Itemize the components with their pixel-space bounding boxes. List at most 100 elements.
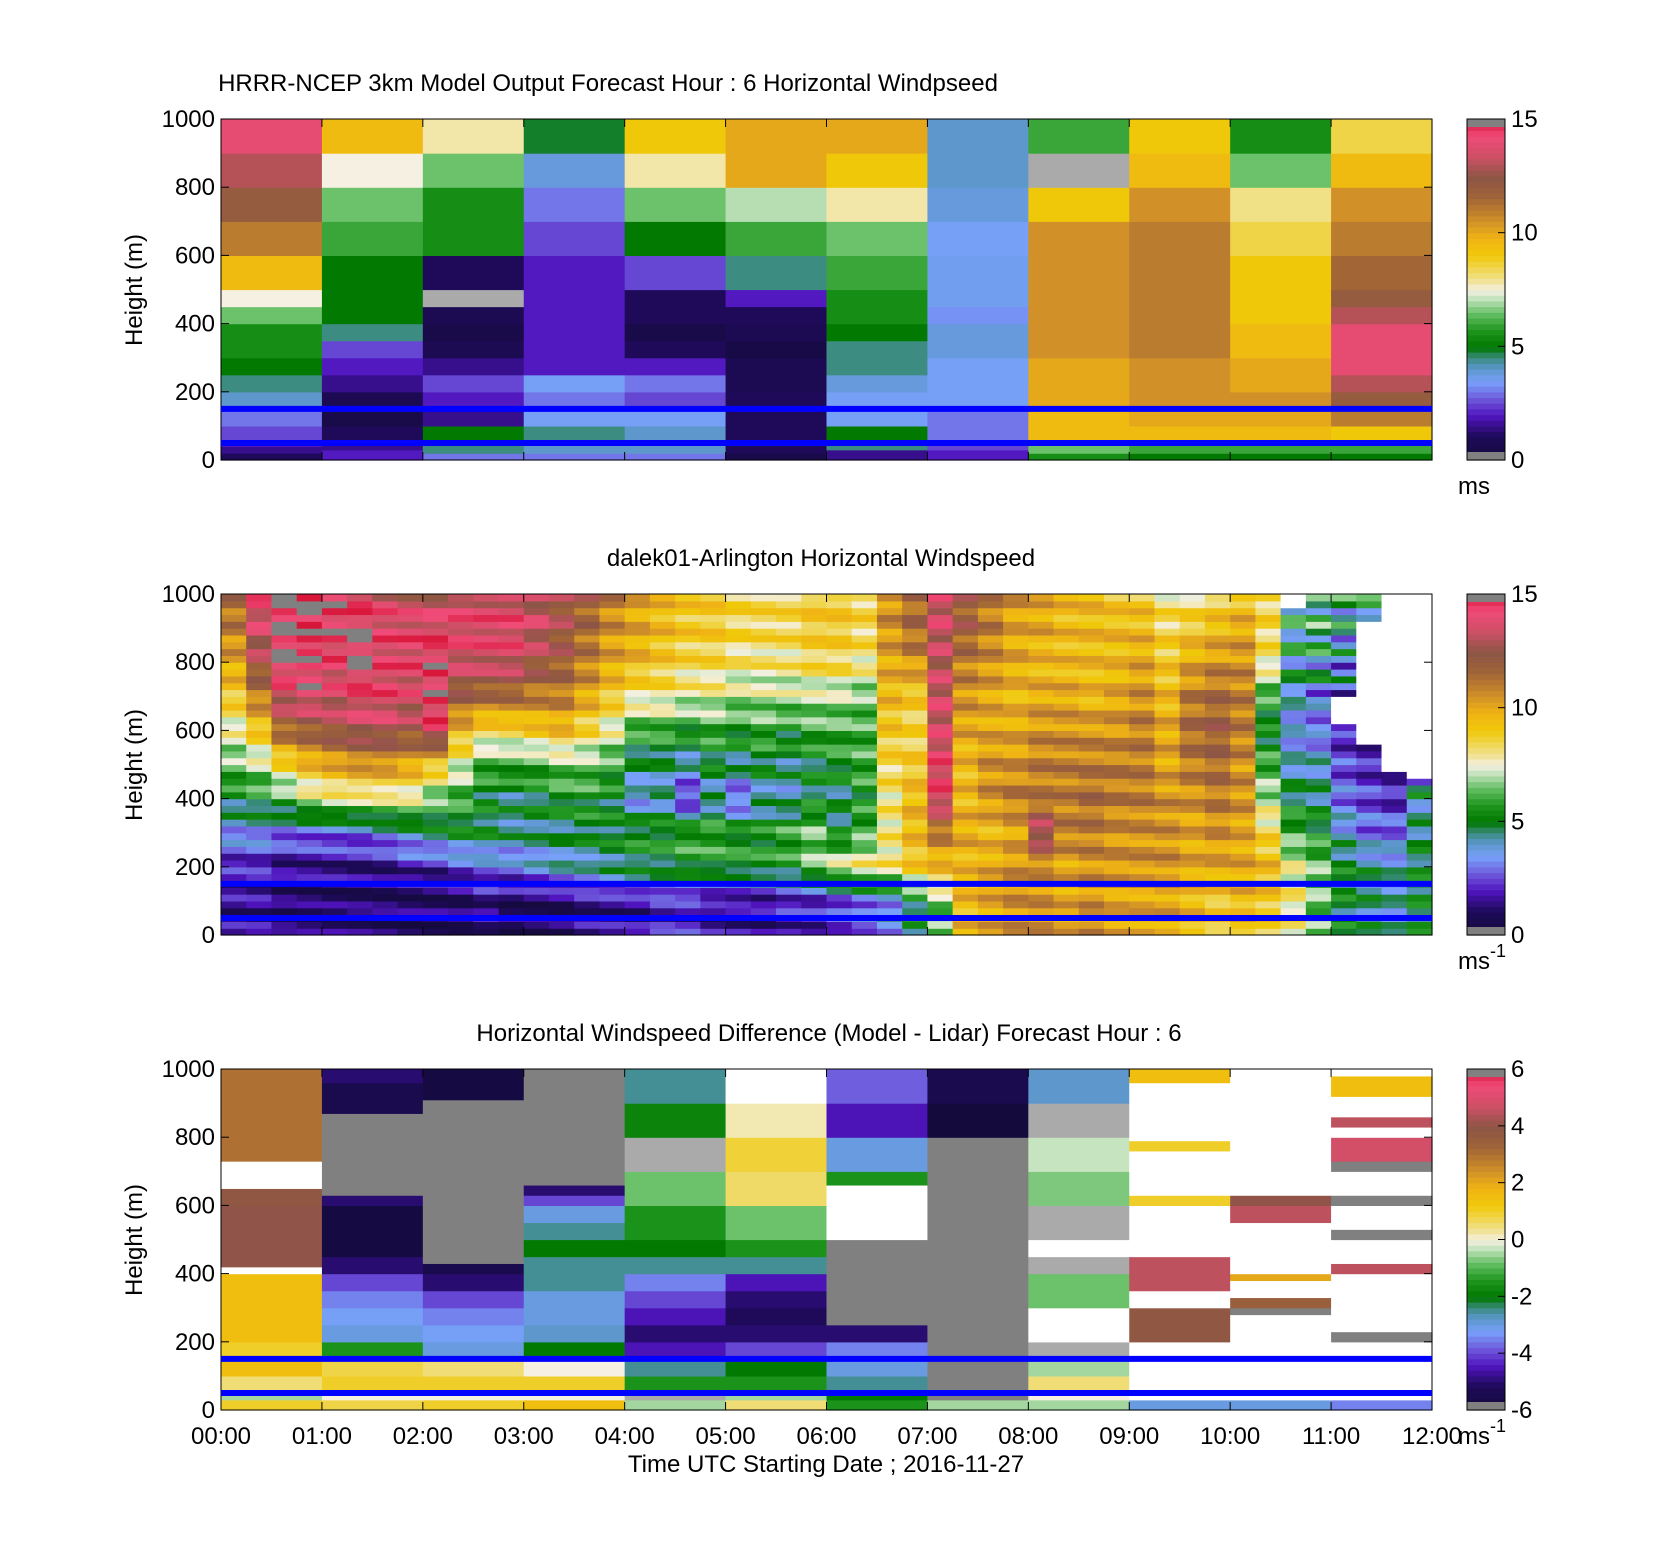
heatmap-cell xyxy=(1331,1239,1433,1264)
heatmap-cell xyxy=(347,791,373,800)
colorbar-segment xyxy=(1467,261,1505,268)
heatmap-cell xyxy=(1028,255,1130,291)
heatmap-cell xyxy=(1331,255,1433,291)
heatmap-cell xyxy=(448,771,474,779)
heatmap-cell xyxy=(776,873,802,882)
heatmap-cell xyxy=(473,928,500,936)
heatmap-cell xyxy=(1078,757,1105,766)
heatmap-cell xyxy=(1406,784,1433,793)
heatmap-cell xyxy=(1053,819,1080,827)
heatmap-cell xyxy=(1280,764,1307,772)
heatmap-cell xyxy=(1406,907,1433,916)
heatmap-cell xyxy=(523,846,550,854)
heatmap-cell xyxy=(221,655,247,663)
panel-difference: Horizontal Windspeed Difference (Model -… xyxy=(121,1020,1532,1478)
heatmap-cell xyxy=(422,289,525,308)
heatmap-cell xyxy=(725,873,752,882)
heatmap-cell xyxy=(1255,825,1282,834)
heatmap-cell xyxy=(321,832,348,841)
heatmap-cell xyxy=(246,648,273,656)
heatmap-cell xyxy=(422,744,449,752)
heatmap-cell xyxy=(902,675,929,684)
heatmap-cell xyxy=(221,819,247,827)
heatmap-cell xyxy=(1230,1205,1332,1224)
colorbar-segment xyxy=(1467,895,1505,902)
heatmap-cell xyxy=(397,737,424,745)
heatmap-cell xyxy=(397,750,424,759)
heatmap-cell xyxy=(1331,716,1357,725)
heatmap-cell xyxy=(952,825,979,834)
heatmap-cell xyxy=(801,641,828,650)
heatmap-cell xyxy=(776,771,802,779)
heatmap-cell xyxy=(1305,825,1332,834)
heatmap-cell xyxy=(1129,669,1156,677)
y-tick-label: 400 xyxy=(175,786,215,813)
colorbar-tick-label: 5 xyxy=(1511,808,1524,835)
colorbar-segment xyxy=(1467,719,1505,726)
heatmap-cell xyxy=(1230,1195,1332,1206)
heatmap-cell xyxy=(1179,594,1206,602)
heatmap-cell xyxy=(902,825,929,834)
heatmap-cell xyxy=(826,812,853,820)
heatmap-cell xyxy=(574,614,601,622)
heatmap-cell xyxy=(548,921,575,929)
heatmap-cell xyxy=(1129,1195,1231,1206)
heatmap-cell xyxy=(296,641,323,650)
heatmap-cell xyxy=(448,764,474,772)
heatmap-cell xyxy=(1154,771,1181,779)
heatmap-cell xyxy=(574,921,601,929)
heatmap-cell xyxy=(296,894,323,902)
heatmap-cell xyxy=(1381,894,1408,902)
heatmap-cell xyxy=(321,791,348,800)
colorbar-segment xyxy=(1467,1176,1505,1184)
heatmap-cell xyxy=(473,764,500,772)
colorbar-segment xyxy=(1467,1256,1505,1263)
heatmap-cell xyxy=(1204,894,1231,902)
heatmap-cell xyxy=(599,600,626,609)
heatmap-cell xyxy=(927,798,954,807)
heatmap-cell xyxy=(876,614,903,622)
heatmap-cell xyxy=(649,730,676,738)
heatmap-cell xyxy=(1003,839,1029,847)
heatmap-cell xyxy=(1078,621,1105,629)
heatmap-cell xyxy=(1028,628,1055,636)
heatmap-cell xyxy=(1255,764,1282,772)
heatmap-cell xyxy=(700,614,727,622)
heatmap-cell xyxy=(826,1171,929,1186)
heatmap-cell xyxy=(649,607,676,616)
colorbar-tick-label: 2 xyxy=(1511,1170,1524,1197)
heatmap-cell xyxy=(1331,621,1357,629)
heatmap-cell xyxy=(271,716,298,725)
colorbar-segment xyxy=(1467,164,1505,171)
heatmap-cell xyxy=(725,340,828,359)
colorbar-segment xyxy=(1467,1330,1505,1337)
heatmap-cell xyxy=(1154,839,1181,847)
heatmap-cell xyxy=(876,634,903,643)
heatmap-cell xyxy=(473,859,500,868)
heatmap-cell xyxy=(977,600,1004,609)
heatmap-cell xyxy=(725,928,752,936)
heatmap-cell xyxy=(1028,442,1130,454)
heatmap-cell xyxy=(649,716,676,725)
heatmap-cell xyxy=(624,730,651,738)
colorbar-segment xyxy=(1467,1392,1505,1400)
colorbar-segment xyxy=(1467,804,1505,811)
heatmap-cell xyxy=(372,682,399,691)
heatmap-cell xyxy=(1305,839,1332,847)
heatmap-cell xyxy=(927,655,954,663)
heatmap-cell xyxy=(725,1239,828,1258)
heatmap-cell xyxy=(397,662,424,670)
heatmap-cell xyxy=(1230,689,1256,697)
heatmap-cell xyxy=(725,1290,828,1309)
heatmap-cell xyxy=(1381,900,1408,909)
heatmap-cell xyxy=(1129,859,1156,868)
heatmap-cell xyxy=(776,641,802,650)
heatmap-cell xyxy=(1230,1069,1332,1196)
heatmap-cell xyxy=(977,887,1004,895)
heatmap-cell xyxy=(296,744,323,752)
heatmap-cell xyxy=(473,737,500,745)
heatmap-cell xyxy=(523,662,550,670)
heatmap-cell xyxy=(725,357,828,393)
heatmap-cell xyxy=(1406,750,1433,759)
colorbar-segment xyxy=(1467,204,1505,211)
